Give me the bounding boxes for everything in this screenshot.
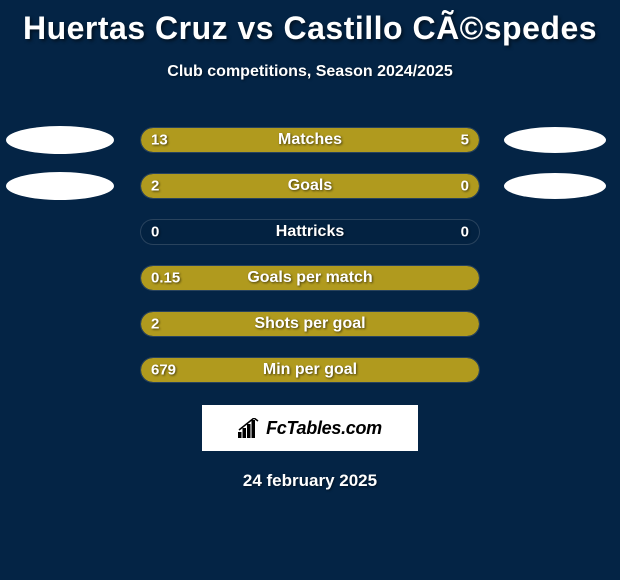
player-right-marker [504,173,606,199]
stat-row: 2 0 Goals [0,163,620,209]
stat-value-left: 0.15 [151,270,180,287]
stat-bar-track: 0.15 Goals per match [140,265,480,291]
stat-value-left: 679 [151,362,176,379]
stat-row: 679 Min per goal [0,347,620,393]
stat-label: Goals [288,177,332,195]
stat-value-left: 2 [151,316,159,333]
player-left-marker [6,172,114,200]
stat-label: Goals per match [247,269,372,287]
stat-row: 0.15 Goals per match [0,255,620,301]
player-left-marker [6,126,114,154]
page-subtitle: Club competitions, Season 2024/2025 [0,63,620,81]
logo-text: FcTables.com [266,418,382,439]
stat-row: 0 0 Hattricks [0,209,620,255]
date-label: 24 february 2025 [0,471,620,491]
stat-bar-track: 2 Shots per goal [140,311,480,337]
stat-label: Min per goal [263,361,357,379]
logo-box: FcTables.com [202,405,418,451]
stat-value-left: 13 [151,132,168,149]
stat-value-left: 2 [151,178,159,195]
page-title: Huertas Cruz vs Castillo CÃ©spedes [0,0,620,47]
stat-value-left: 0 [151,224,159,241]
stat-value-right: 0 [461,178,469,195]
stat-row: 13 5 Matches [0,117,620,163]
stat-row: 2 Shots per goal [0,301,620,347]
player-right-marker [504,127,606,153]
bar-chart-icon [238,418,260,438]
comparison-chart: 13 5 Matches 2 0 Goals 0 0 Hattricks 0.15 Goals pe… [0,117,620,393]
stat-bar-fill-left [141,174,401,198]
stat-label: Hattricks [276,223,344,241]
stat-value-right: 5 [461,132,469,149]
stat-bar-track: 13 5 Matches [140,127,480,153]
stat-bar-track: 0 0 Hattricks [140,219,480,245]
stat-bar-track: 679 Min per goal [140,357,480,383]
stat-bar-track: 2 0 Goals [140,173,480,199]
stat-label: Shots per goal [254,315,365,333]
stat-label: Matches [278,131,342,149]
stat-value-right: 0 [461,224,469,241]
